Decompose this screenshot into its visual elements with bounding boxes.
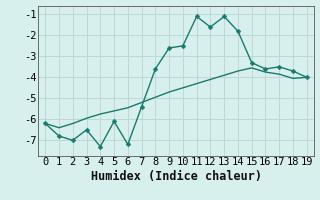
X-axis label: Humidex (Indice chaleur): Humidex (Indice chaleur) [91, 170, 261, 183]
